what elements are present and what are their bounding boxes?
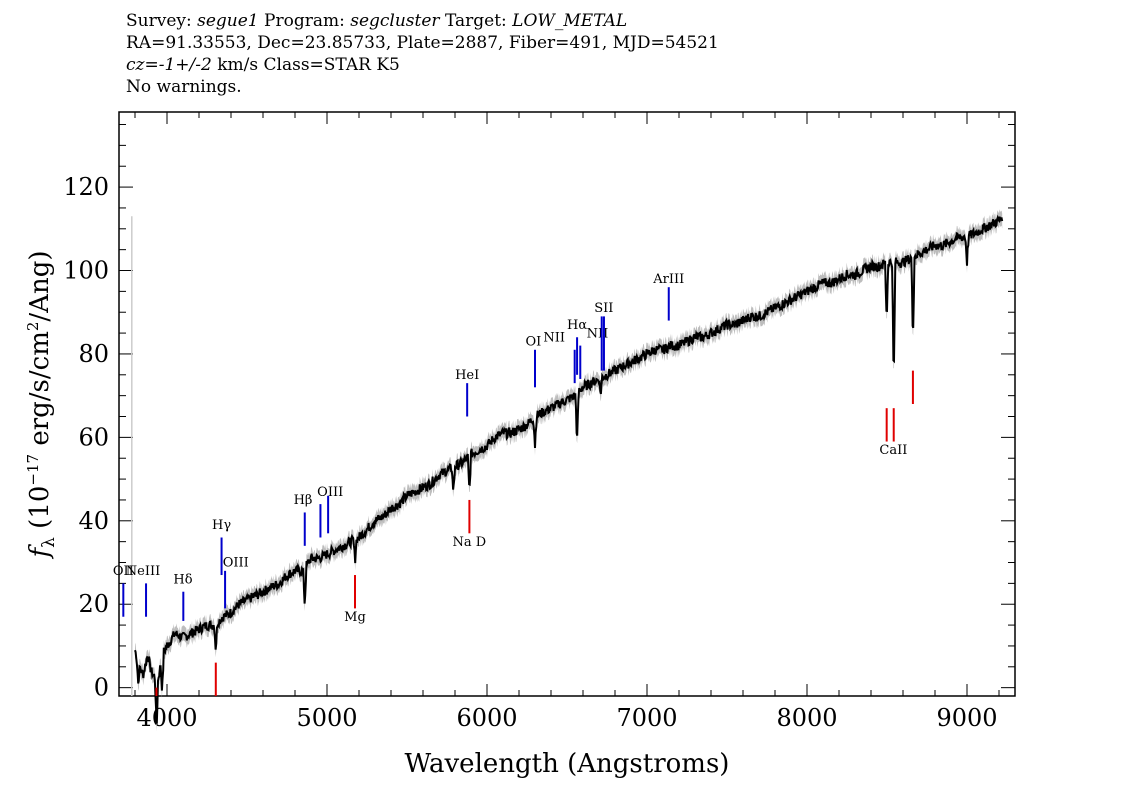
line-label-mg: Mg <box>344 610 366 625</box>
x-tick-label: 4000 <box>136 704 197 732</box>
plot-frame <box>118 111 1016 697</box>
x-tick-label: 5000 <box>296 704 357 732</box>
line-label-hγ: Hγ <box>212 518 231 533</box>
line-label-oiii: OIII <box>223 556 249 571</box>
line-label-caii: CaII <box>879 443 907 458</box>
line-label-hδ: Hδ <box>173 572 192 587</box>
x-tick-label: 6000 <box>456 704 517 732</box>
line-label-hβ: Hβ <box>294 493 313 508</box>
y-tick-label: 80 <box>78 340 109 368</box>
y-tick-label: 40 <box>78 507 109 535</box>
program-label: Program: <box>258 11 351 31</box>
class-info: km/s Class=STAR K5 <box>211 55 400 75</box>
axis-ticks: 4000 5000 6000 7000 8000 9000 0 20 40 60 80 100 120 <box>63 112 1015 732</box>
spectrum-series <box>131 209 1004 732</box>
line-label-hα: Hα <box>567 318 587 333</box>
line-label-oii: OII <box>113 564 134 579</box>
y-axis-title-part: −17 <box>24 454 42 486</box>
line-label-hei: HeI <box>455 368 479 383</box>
y-tick-label: 120 <box>63 173 109 201</box>
line-label-neiii: NeIII <box>126 564 160 579</box>
header-line-4: No warnings. <box>126 77 242 97</box>
spectrum-error-band <box>135 209 1003 732</box>
target-value: LOW_METAL <box>512 11 628 31</box>
y-axis-title-part: erg/s/cm <box>25 331 55 454</box>
x-tick-label: 8000 <box>776 704 837 732</box>
line-label-oi: OI <box>526 335 542 350</box>
header-line-3: cz=-1+/-2 km/s Class=STAR K5 <box>126 54 719 76</box>
x-axis-title: Wavelength (Angstroms) <box>405 749 730 779</box>
line-label-na-d: Na D <box>453 535 487 550</box>
line-label-oiii: OIII <box>317 485 343 500</box>
cz-value: =-1+/-2 <box>144 55 212 75</box>
survey-label: Survey: <box>126 11 198 31</box>
y-tick-label: 100 <box>63 257 109 285</box>
y-axis-title-part: /Ang) <box>25 251 55 322</box>
line-label-sii: SII <box>594 301 613 316</box>
y-axis-title-part: λ <box>39 537 59 548</box>
x-tick-label: 7000 <box>616 704 677 732</box>
target-label: Target: <box>439 11 513 31</box>
spectrum-header: Survey: segue1 Program: segcluster Targe… <box>126 10 719 98</box>
y-axis-title-part: (10 <box>25 486 55 538</box>
survey-value: segue1 <box>197 11 259 31</box>
line-label-nii: NII <box>587 326 609 341</box>
line-label-nii: NII <box>543 330 565 345</box>
y-axis-title-part: 2 <box>24 322 42 332</box>
header-line-1: Survey: segue1 Program: segcluster Targe… <box>126 10 719 32</box>
cz-label: cz <box>126 55 145 75</box>
header-line-2: RA=91.33553, Dec=23.85733, Plate=2887, F… <box>126 33 719 53</box>
y-tick-label: 20 <box>78 590 109 618</box>
y-axis-title: fλ (10−17 erg/s/cm2/Ang) <box>24 251 59 560</box>
x-tick-label: 9000 <box>936 704 997 732</box>
y-tick-label: 60 <box>78 423 109 451</box>
program-value: segcluster <box>350 11 440 31</box>
plot-border <box>118 111 1016 697</box>
spectrum-flux-line <box>134 214 1004 724</box>
y-tick-label: 0 <box>94 674 109 702</box>
line-label-ariii: ArIII <box>652 272 684 287</box>
